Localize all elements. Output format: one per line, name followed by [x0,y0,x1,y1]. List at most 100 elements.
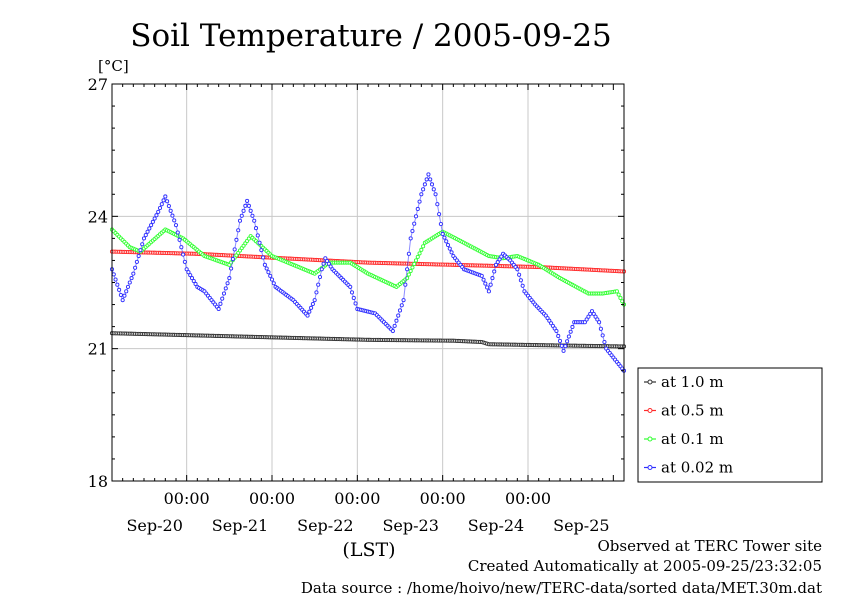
series-3-point [396,313,401,318]
series-3-point [165,199,170,204]
series-3-point [348,284,353,289]
series-3-point [241,208,246,213]
series-3-point [124,289,129,294]
legend: at 1.0 m at 0.5 m at 0.1 m at 0.02 m [637,367,823,483]
series-3-point [321,261,326,266]
series-2-point [618,295,623,300]
series-3-point [117,287,122,292]
series-3-point [181,252,186,257]
series-layer [109,172,627,373]
series-3-point [122,293,127,298]
series-3-point [481,277,486,282]
observed-note: Observed at TERC Tower site [597,537,822,555]
series-3-point [323,256,328,261]
series-3-point [147,226,152,231]
series-2-point [410,265,415,270]
x-date-label-2: Sep-22 [297,516,353,535]
series-3-point [113,277,118,282]
series-3-point [449,250,454,255]
series-2-point [415,254,420,259]
series-3-point [438,221,443,227]
series-3-point [431,187,436,192]
series-3-point [493,262,499,267]
series-3-point [149,223,154,228]
series-3-point [268,273,273,278]
series-3-point [591,311,596,316]
series-3-point [129,276,134,281]
series-3-point [444,239,449,244]
series-3-point [186,270,191,275]
series-3-point [419,192,424,197]
series-2-point [412,261,417,267]
series-3-point [255,233,260,238]
series-3-point [188,273,193,278]
series-3-point [413,214,419,219]
series-3-point [316,282,321,287]
series-3-point [568,329,573,334]
series-3-point [262,262,267,267]
series-2-point [421,244,426,249]
series-3-point [220,296,225,301]
series-3-point [264,266,269,271]
series-3-point [271,281,276,286]
series-3-point [216,306,221,312]
series-3-point [429,182,435,187]
legend-marker-3 [647,465,653,470]
series-3-point [499,254,504,259]
series-3-point [447,246,452,251]
series-3-point [248,208,253,213]
series-3-point [170,213,175,218]
series-3-point [168,208,173,213]
series-3-point [602,339,607,345]
series-3-point [125,284,131,289]
series-3-point [566,334,571,339]
series-3-point [405,267,410,272]
chart-title: Soil Temperature / 2005-09-25 [130,18,612,54]
series-3-point [390,328,395,334]
series-3-point [584,317,589,322]
series-3-point [138,248,143,253]
series-3-point [111,272,116,277]
series-3-point [479,273,484,278]
created-note: Created Automatically at 2005-09-25/23:3… [468,557,822,575]
series-3-point [433,192,438,197]
series-2-point [417,251,422,256]
series-3-point [243,203,248,208]
series-3-point [412,221,417,226]
legend-label-3: at 0.02 m [661,459,733,477]
series-3-point [401,298,406,303]
series-3-point [520,283,525,288]
x-axis-label: (LST) [342,539,395,561]
legend-marker-2 [647,436,653,442]
series-3-point [582,320,587,325]
series-3-point [166,203,171,209]
series-3-point [236,228,241,233]
series-3-point [349,290,355,295]
series-3-point [353,301,358,306]
series-3-point [406,251,411,256]
series-3-point [586,314,591,319]
series-3-point [561,348,566,353]
series-3-point [314,290,319,295]
legend-marker-1 [647,408,653,413]
series-3-point [179,245,184,250]
series-3-point [328,264,333,269]
series-3-point [485,285,490,290]
series-2-point [620,299,625,304]
x-date-label-5: Sep-25 [553,516,609,535]
series-3 [109,172,627,373]
series-3-point [426,172,431,177]
series-3-point [156,209,161,214]
series-3-point [442,235,447,240]
series-3-point [184,267,189,272]
series-3-point [221,291,227,296]
series-3-point [229,266,234,271]
series-3-point [557,338,563,344]
y-tick-label-1: 21 [88,340,108,359]
series-2-point [616,292,621,297]
series-3-point [191,278,196,284]
series-3-point [428,177,433,182]
x-date-label-4: Sep-24 [468,516,524,535]
series-3-point [490,276,495,281]
series-3-point [152,216,157,221]
